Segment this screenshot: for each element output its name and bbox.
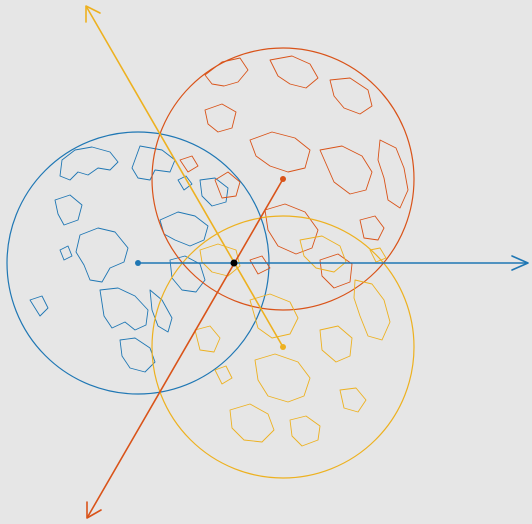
- orange-globe-center: [280, 176, 286, 182]
- orange-axis-line: [86, 178, 284, 519]
- yellow-globe-outline: [151, 215, 415, 479]
- orange-globe-outline: [151, 47, 415, 311]
- yellow-axis-arrowhead: [85, 5, 101, 23]
- blue-axis: [138, 255, 529, 271]
- blue-axis-arrowhead: [511, 255, 529, 271]
- origin-point: [230, 259, 238, 267]
- orange-axis: [86, 178, 284, 519]
- orange-globe-coastlines: [179, 55, 409, 289]
- yellow-axis-line: [85, 5, 284, 348]
- yellow-globe-coastlines: [194, 235, 391, 447]
- yellow-globe: [151, 215, 415, 479]
- yellow-axis: [85, 5, 284, 348]
- yellow-globe-center: [280, 344, 286, 350]
- blue-globe-coastlines: [29, 145, 229, 373]
- orange-axis-arrowhead: [86, 501, 102, 519]
- orange-globe: [151, 47, 415, 311]
- blue-globe-center: [135, 260, 141, 266]
- blue-globe: [6, 131, 270, 395]
